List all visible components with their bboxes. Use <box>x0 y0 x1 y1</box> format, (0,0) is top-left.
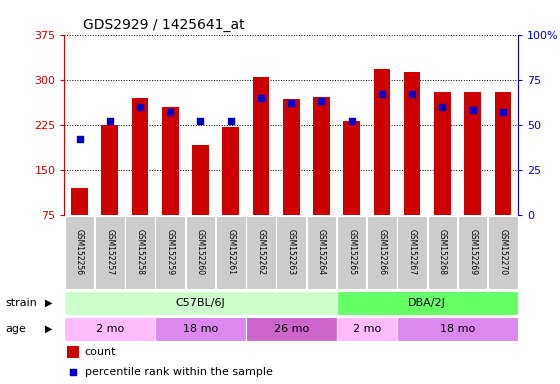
Text: age: age <box>6 324 26 334</box>
Point <box>287 100 296 106</box>
Bar <box>494 92 511 215</box>
Bar <box>313 96 330 215</box>
Bar <box>222 127 239 215</box>
FancyBboxPatch shape <box>277 216 306 289</box>
Bar <box>464 92 481 215</box>
Bar <box>253 77 269 215</box>
FancyBboxPatch shape <box>307 216 336 289</box>
FancyBboxPatch shape <box>64 291 337 315</box>
Text: 2 mo: 2 mo <box>353 324 381 334</box>
Bar <box>192 145 209 215</box>
FancyBboxPatch shape <box>125 216 155 289</box>
Text: GSM152261: GSM152261 <box>226 230 235 275</box>
Text: strain: strain <box>6 298 38 308</box>
Text: GSM152263: GSM152263 <box>287 229 296 276</box>
Text: GSM152267: GSM152267 <box>408 229 417 276</box>
Point <box>136 104 144 110</box>
Bar <box>67 346 80 358</box>
Point <box>196 118 205 124</box>
Text: GSM152264: GSM152264 <box>317 229 326 276</box>
Point <box>75 136 84 142</box>
Point <box>438 104 447 110</box>
Text: count: count <box>85 347 116 357</box>
Text: GSM152256: GSM152256 <box>75 229 84 276</box>
Text: percentile rank within the sample: percentile rank within the sample <box>85 367 273 377</box>
Point <box>256 95 265 101</box>
Text: DBA/2J: DBA/2J <box>408 298 446 308</box>
Point <box>347 118 356 124</box>
Text: 2 mo: 2 mo <box>96 324 124 334</box>
Bar <box>101 125 118 215</box>
FancyBboxPatch shape <box>337 317 397 341</box>
Text: 18 mo: 18 mo <box>440 324 475 334</box>
FancyBboxPatch shape <box>337 291 518 315</box>
FancyBboxPatch shape <box>186 216 215 289</box>
Point <box>68 369 77 375</box>
FancyBboxPatch shape <box>428 216 457 289</box>
Text: C57BL/6J: C57BL/6J <box>176 298 225 308</box>
Text: ▶: ▶ <box>45 298 53 308</box>
FancyBboxPatch shape <box>488 216 517 289</box>
Text: GSM152266: GSM152266 <box>377 229 386 276</box>
Point <box>317 98 326 104</box>
FancyBboxPatch shape <box>156 216 185 289</box>
Bar <box>162 107 179 215</box>
Text: GSM152257: GSM152257 <box>105 229 114 276</box>
Text: GDS2929 / 1425641_at: GDS2929 / 1425641_at <box>82 18 244 32</box>
Bar <box>374 69 390 215</box>
Text: 18 mo: 18 mo <box>183 324 218 334</box>
FancyBboxPatch shape <box>458 216 487 289</box>
Text: ▶: ▶ <box>45 324 53 334</box>
Point <box>468 107 477 113</box>
FancyBboxPatch shape <box>398 216 427 289</box>
Text: GSM152258: GSM152258 <box>136 230 144 275</box>
FancyBboxPatch shape <box>367 216 396 289</box>
Text: GSM152259: GSM152259 <box>166 229 175 276</box>
FancyBboxPatch shape <box>246 317 337 341</box>
Text: GSM152268: GSM152268 <box>438 230 447 275</box>
Point <box>166 109 175 115</box>
FancyBboxPatch shape <box>246 216 276 289</box>
FancyBboxPatch shape <box>95 216 124 289</box>
FancyBboxPatch shape <box>397 317 518 341</box>
Bar <box>283 99 300 215</box>
FancyBboxPatch shape <box>155 317 246 341</box>
FancyBboxPatch shape <box>64 317 155 341</box>
Point <box>377 91 386 97</box>
Text: GSM152265: GSM152265 <box>347 229 356 276</box>
Text: GSM152270: GSM152270 <box>498 229 507 276</box>
Text: GSM152260: GSM152260 <box>196 229 205 276</box>
Text: 26 mo: 26 mo <box>274 324 309 334</box>
Text: GSM152269: GSM152269 <box>468 229 477 276</box>
Text: GSM152262: GSM152262 <box>256 230 265 275</box>
Point <box>105 118 114 124</box>
FancyBboxPatch shape <box>65 216 94 289</box>
Bar <box>434 92 451 215</box>
Point <box>408 91 417 97</box>
Bar <box>132 98 148 215</box>
Bar <box>404 73 421 215</box>
FancyBboxPatch shape <box>337 216 366 289</box>
Point <box>226 118 235 124</box>
Bar <box>71 188 88 215</box>
Point <box>498 109 507 115</box>
Bar <box>343 121 360 215</box>
FancyBboxPatch shape <box>216 216 245 289</box>
